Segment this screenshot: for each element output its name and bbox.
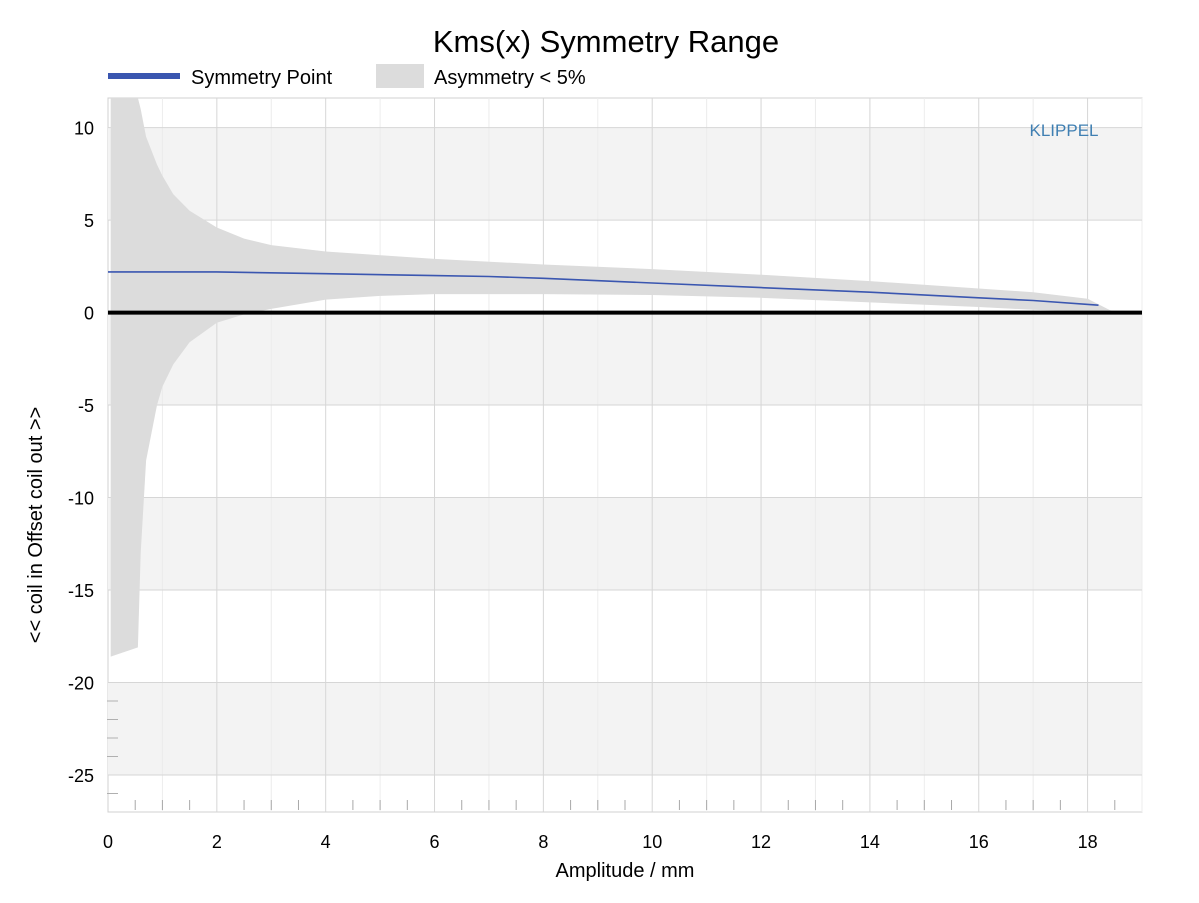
x-tick-label: 18	[1078, 832, 1098, 852]
y-tick-label: -25	[68, 766, 94, 786]
plot-stripe	[108, 127, 1142, 221]
legend-label-symmetry-point: Symmetry Point	[191, 67, 333, 89]
x-tick-label: 2	[212, 832, 222, 852]
y-tick-label: -20	[68, 674, 94, 694]
x-tick-label: 0	[103, 832, 113, 852]
chart-title: Kms(x) Symmetry Range	[433, 24, 779, 59]
y-axis-label: << coil in Offset coil out >>	[25, 407, 47, 643]
y-tick-label: -10	[68, 489, 94, 509]
y-tick-label: 10	[74, 119, 94, 139]
x-tick-label: 16	[969, 832, 989, 852]
plot-background	[107, 97, 1143, 813]
y-tick-label: 5	[84, 211, 94, 231]
y-tick-label: -5	[78, 396, 94, 416]
legend-label-asymmetry: Asymmetry < 5%	[434, 67, 586, 89]
plot-stripe	[108, 497, 1142, 591]
symmetry-point-line	[108, 271, 1099, 306]
grid-lines	[108, 98, 1143, 812]
klippel-watermark: KLIPPEL	[1030, 121, 1099, 140]
y-tick-label: -15	[68, 581, 94, 601]
plot-stripe	[108, 682, 1142, 776]
data-marks	[108, 98, 1142, 657]
x-tick-label: 6	[430, 832, 440, 852]
plot-stripe	[108, 312, 1142, 406]
x-tick-label: 12	[751, 832, 771, 852]
x-tick-label: 14	[860, 832, 880, 852]
x-tick-label: 10	[642, 832, 662, 852]
axis-ticks	[107, 700, 1116, 810]
x-tick-label: 8	[538, 832, 548, 852]
y-tick-label: 0	[84, 304, 94, 324]
tick-labels: 0 2 4 6 8 10 12 14 16 18 10 5 0 -5 -10 -15 -20 -25	[68, 119, 1098, 852]
legend: Symmetry Point Asymmetry < 5%	[108, 64, 586, 89]
x-axis-label: Amplitude / mm	[556, 860, 695, 882]
legend-swatch-asymmetry	[376, 64, 424, 88]
x-tick-label: 4	[321, 832, 331, 852]
